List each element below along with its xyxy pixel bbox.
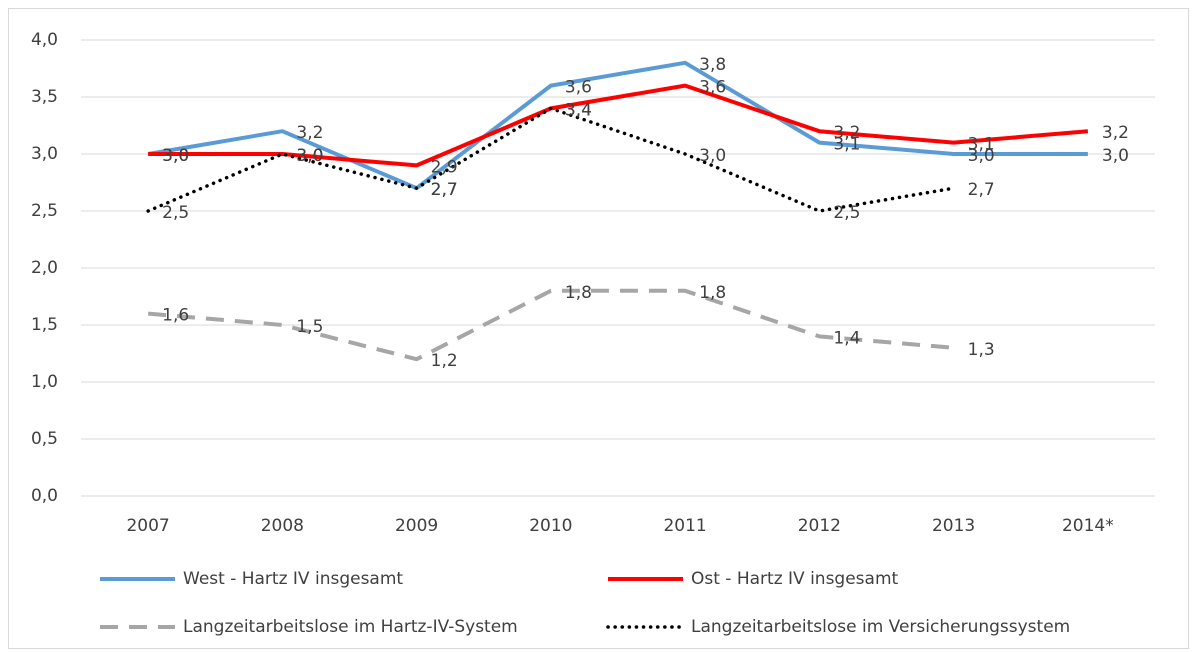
data-label: 3,0 <box>1102 146 1129 166</box>
y-tick-label: 4,0 <box>31 30 58 50</box>
data-label: 1,3 <box>968 340 995 360</box>
data-label: 1,8 <box>565 283 592 303</box>
data-label: 2,5 <box>833 203 860 223</box>
legend-label: Ost - Hartz IV insgesamt <box>691 569 899 589</box>
legend-label: Langzeitarbeitslose im Versicherungssyst… <box>691 617 1070 637</box>
data-label: 3,0 <box>968 146 995 166</box>
data-label: 1,4 <box>833 328 860 348</box>
data-label: 2,7 <box>968 180 995 200</box>
y-tick-label: 3,0 <box>31 144 58 164</box>
data-label: 3,4 <box>565 100 592 120</box>
y-tick-label: 0,5 <box>31 429 58 449</box>
data-label: 3,8 <box>699 55 726 75</box>
data-label: 3,4 <box>565 100 592 120</box>
series-line <box>147 288 954 362</box>
data-label: 1,5 <box>296 317 323 337</box>
y-tick-label: 1,5 <box>31 315 58 335</box>
data-label: 2,9 <box>431 157 458 177</box>
x-tick-label: 2009 <box>395 516 438 536</box>
data-label: 1,8 <box>699 283 726 303</box>
x-tick-label: 2010 <box>529 516 572 536</box>
data-label: 2,5 <box>162 203 189 223</box>
data-label: 3,0 <box>162 146 189 166</box>
chart-border <box>8 8 1189 649</box>
y-tick-label: 2,0 <box>31 258 58 278</box>
legend-label: Langzeitarbeitslose im Hartz-IV-System <box>183 617 518 637</box>
data-label: 3,6 <box>565 78 592 98</box>
data-label: 3,6 <box>699 78 726 98</box>
data-label: 1,6 <box>162 306 189 326</box>
data-label: 3,0 <box>162 146 189 166</box>
y-tick-label: 2,5 <box>31 201 58 221</box>
series-line <box>148 83 1089 168</box>
x-tick-label: 2013 <box>932 516 975 536</box>
x-tick-label: 2011 <box>663 516 706 536</box>
x-tick-label: 2014* <box>1062 516 1114 536</box>
y-tick-label: 3,5 <box>31 87 58 107</box>
x-tick-label: 2012 <box>798 516 841 536</box>
data-label: 3,2 <box>1102 123 1129 143</box>
legend-label: West - Hartz IV insgesamt <box>183 569 403 589</box>
data-label: 3,2 <box>296 123 323 143</box>
data-label: 3,1 <box>968 135 995 155</box>
x-tick-label: 2008 <box>261 516 304 536</box>
data-label: 3,1 <box>833 135 860 155</box>
data-label: 3,0 <box>296 146 323 166</box>
data-label: 3,0 <box>699 146 726 166</box>
series-line <box>147 60 1088 191</box>
data-label: 3,2 <box>833 123 860 143</box>
y-tick-label: 1,0 <box>31 372 58 392</box>
y-tick-label: 0,0 <box>31 486 58 506</box>
series-line <box>146 106 956 213</box>
data-label: 3,0 <box>296 146 323 166</box>
data-label: 2,7 <box>431 180 458 200</box>
data-label: 2,7 <box>431 180 458 200</box>
data-label: 1,2 <box>431 351 458 371</box>
x-tick-label: 2007 <box>126 516 169 536</box>
